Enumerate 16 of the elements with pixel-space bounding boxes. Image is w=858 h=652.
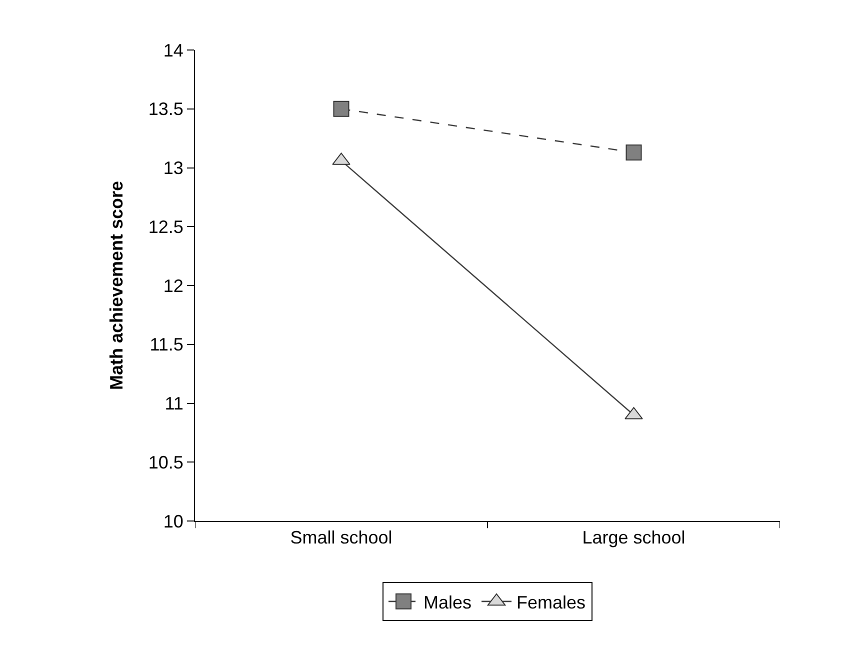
x-tick-label: Small school [290,528,392,548]
y-tick-label: 11.5 [150,334,184,355]
legend-label: Males [424,592,472,612]
y-tick-label: 11 [164,394,184,414]
y-tick-label: 13 [163,158,184,178]
y-tick-label: 12.5 [148,216,184,237]
y-tick-label: 10.5 [148,452,184,472]
point [333,100,350,117]
y-tick-label: 13.5 [148,99,184,120]
y-axis-title: Math achievement score [106,180,127,390]
point [626,144,642,160]
y-tick-label: 12 [163,276,184,296]
y-tick-label: 14 [163,40,184,60]
x-tick-label: Large school [582,528,686,548]
legend-label: Females [516,592,586,612]
y-tick-label: 10 [163,511,184,532]
